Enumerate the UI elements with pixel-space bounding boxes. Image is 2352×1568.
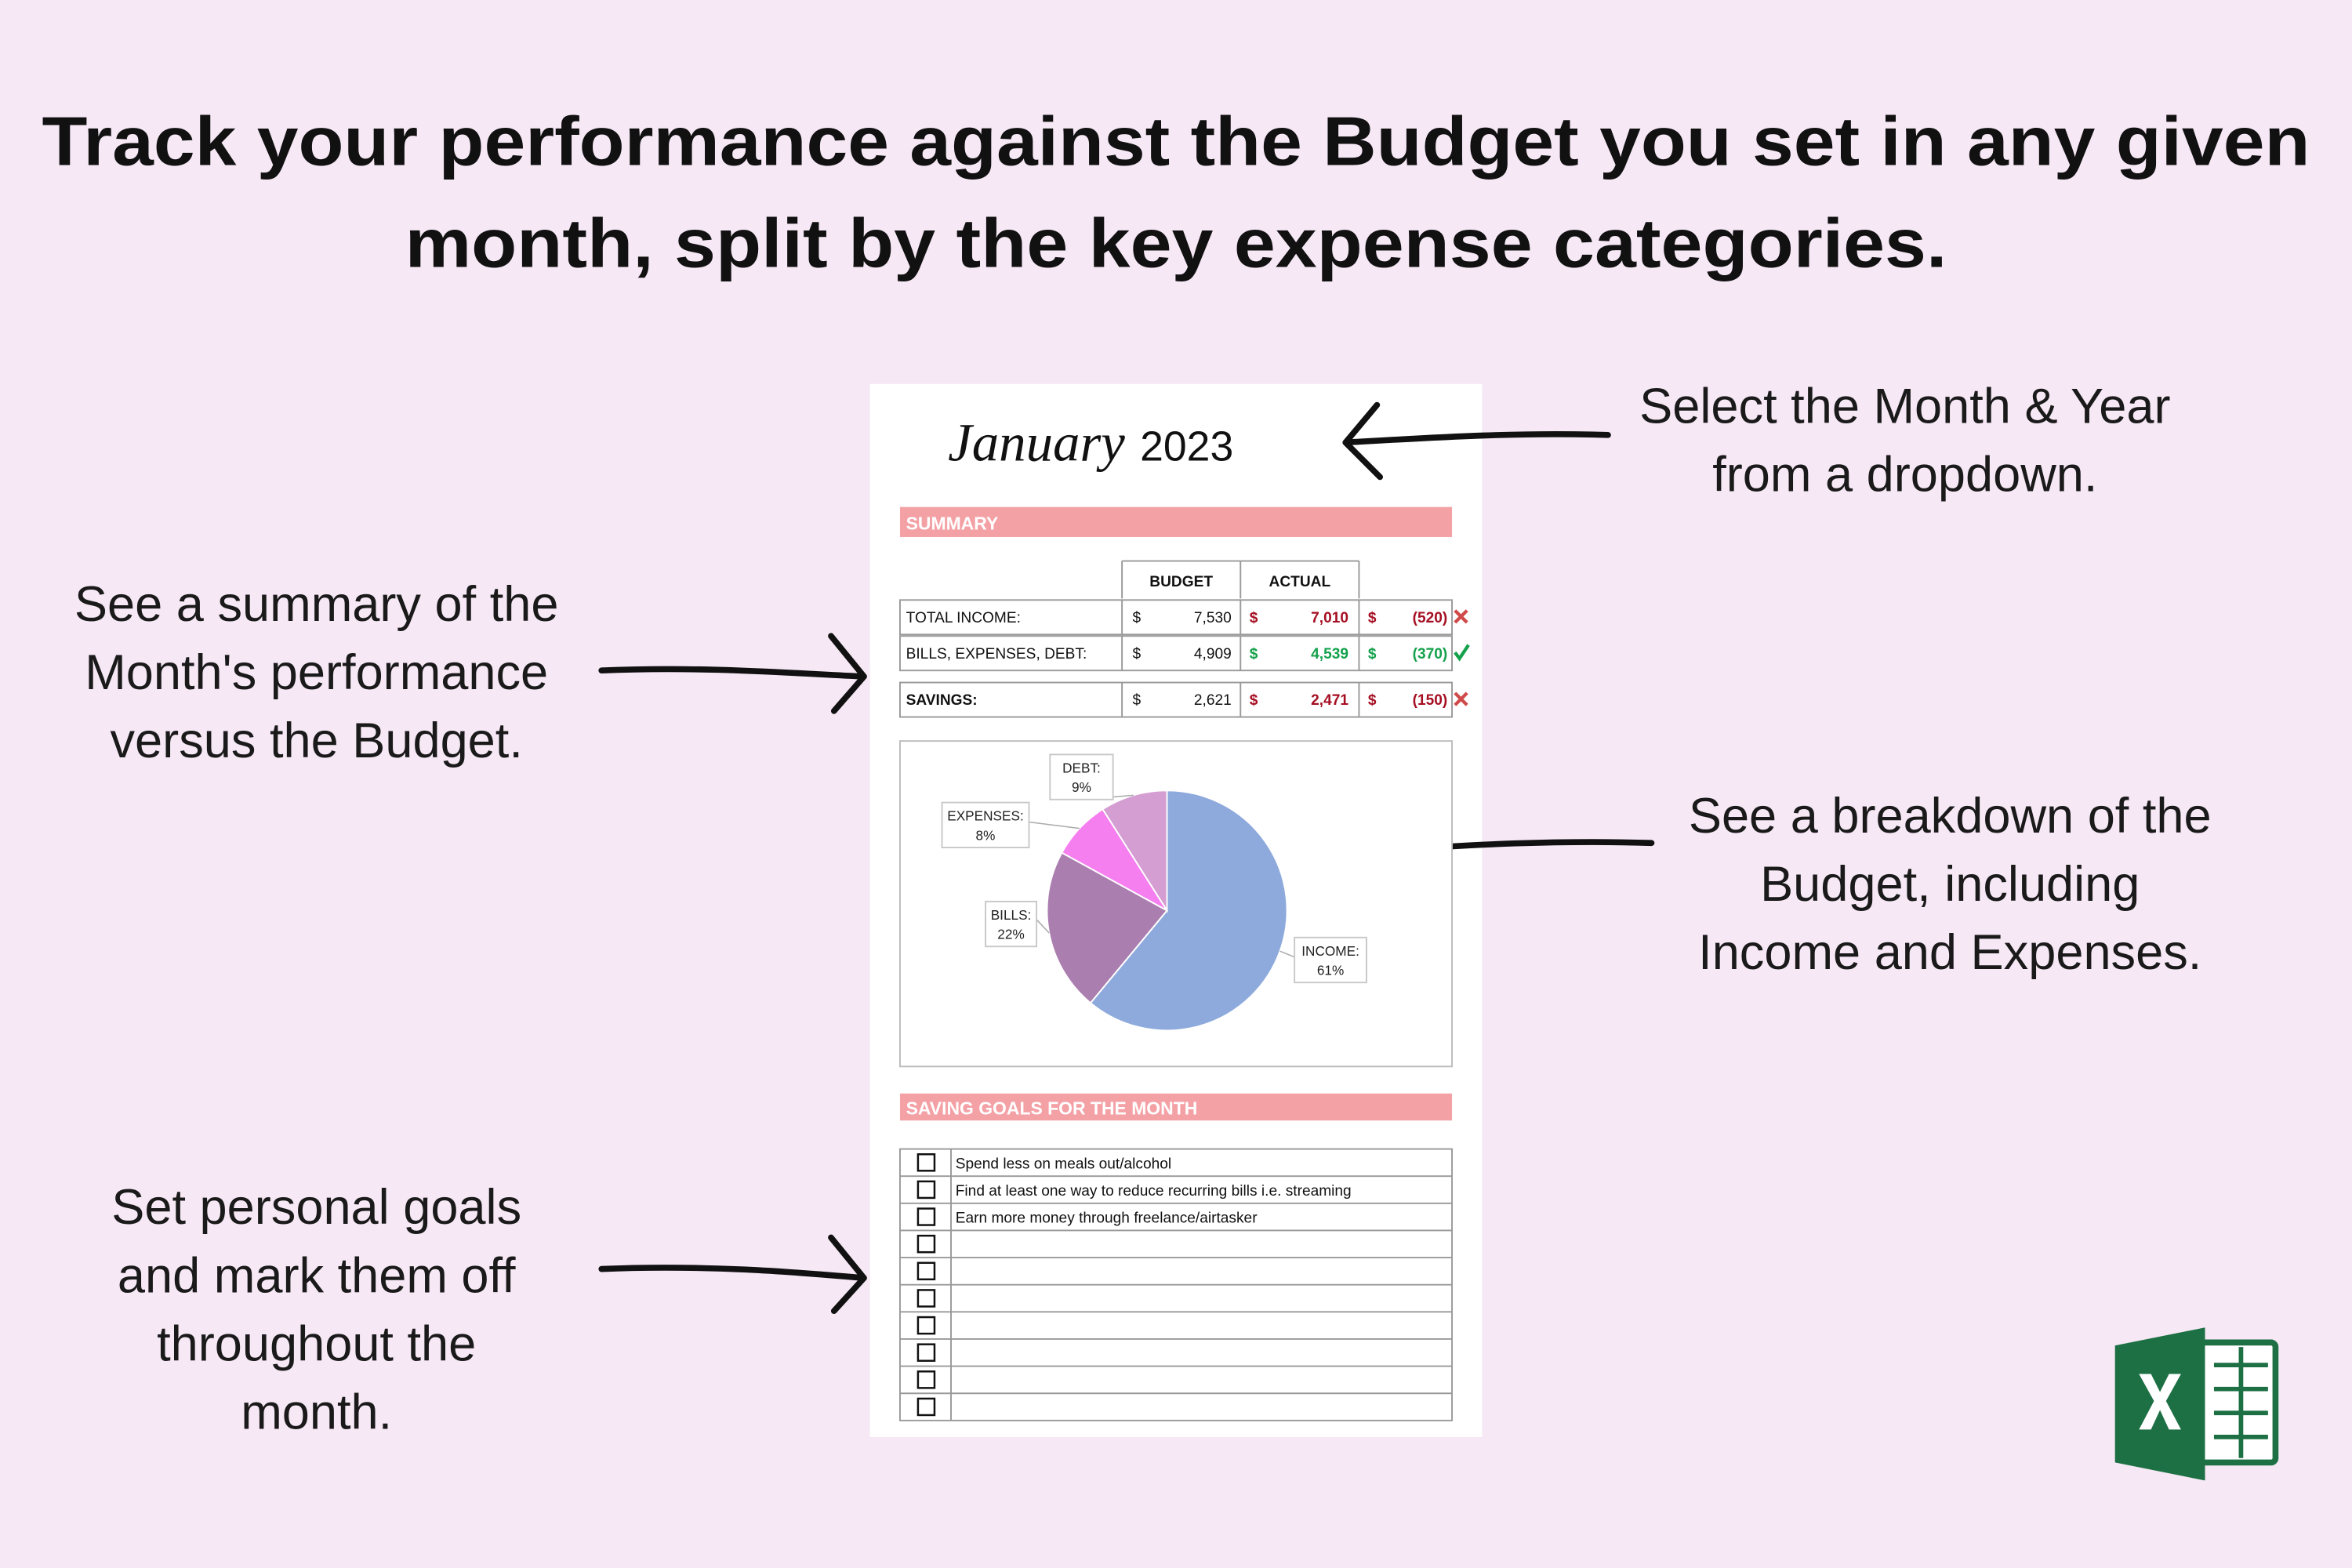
actual-value: 2,471 xyxy=(1311,692,1348,709)
actual-value: 4,539 xyxy=(1311,646,1348,662)
slice-label: INCOME: xyxy=(1301,943,1359,959)
variance-value: (520) xyxy=(1413,610,1448,626)
row-label: BILLS, EXPENSES, DEBT: xyxy=(906,646,1087,662)
checkbox[interactable] xyxy=(916,1316,936,1335)
goals-bar xyxy=(899,1093,1453,1121)
checkbox[interactable] xyxy=(916,1370,936,1389)
budget-value: 7,530 xyxy=(1194,610,1232,626)
check-icon xyxy=(1454,644,1470,662)
callout-line: Month's performance xyxy=(85,645,548,700)
checkbox[interactable] xyxy=(916,1153,936,1172)
variance-value: (150) xyxy=(1413,692,1448,709)
callout-line: See a breakdown of the xyxy=(1689,789,2212,844)
callout-line: Set personal goals xyxy=(111,1180,521,1235)
month: January xyxy=(948,412,1125,472)
row-label: TOTAL INCOME: xyxy=(906,610,1021,626)
callout-line: Budget, including xyxy=(1760,857,2140,912)
checkbox[interactable] xyxy=(916,1289,936,1308)
label-box xyxy=(1049,753,1114,800)
title-line: Track your performance against the Budge… xyxy=(42,102,2310,180)
icon-grid xyxy=(2213,1347,2268,1458)
column-header: BUDGET xyxy=(1149,574,1213,590)
title-line: month, split by the key expense categori… xyxy=(405,205,1947,282)
column-header: ACTUAL xyxy=(1269,574,1331,590)
leader-line xyxy=(1029,821,1080,829)
label-box xyxy=(941,801,1030,848)
currency: $ xyxy=(1368,610,1377,626)
table-row xyxy=(899,681,1453,718)
slice-value-label: 22% xyxy=(997,927,1024,942)
table-row xyxy=(899,635,1453,672)
slice-value-label: 61% xyxy=(1317,963,1344,978)
goal-text: Spend less on meals out/alcohol xyxy=(956,1156,1171,1172)
summary-heading: SUMMARY xyxy=(906,513,999,533)
callout-line: month. xyxy=(241,1385,392,1439)
pie-slice xyxy=(1089,789,1288,1032)
currency: $ xyxy=(1250,610,1258,626)
generated: Track your performance against the Budge… xyxy=(42,102,2310,1439)
table-row xyxy=(899,599,1453,636)
cross-icon xyxy=(1454,691,1468,706)
currency: $ xyxy=(1368,646,1377,662)
callout-line: throughout the xyxy=(157,1316,476,1371)
currency: $ xyxy=(1250,692,1258,709)
row-label: SAVINGS: xyxy=(906,692,978,709)
checkbox[interactable] xyxy=(916,1343,936,1362)
slice-label: DEBT: xyxy=(1062,760,1101,775)
callout-line: and mark them off xyxy=(118,1248,516,1303)
slice-label: EXPENSES: xyxy=(947,808,1024,824)
checkbox[interactable] xyxy=(916,1234,936,1254)
label-box xyxy=(1294,936,1367,984)
checkbox[interactable] xyxy=(916,1207,936,1226)
arrow xyxy=(1342,401,1611,481)
callout-line: Income and Expenses. xyxy=(1698,925,2201,980)
slice-label: BILLS: xyxy=(991,907,1032,923)
goal-text: Find at least one way to reduce recurrin… xyxy=(956,1183,1352,1200)
callout-line: from a dropdown. xyxy=(1712,448,2097,503)
slice-value-label: 8% xyxy=(976,827,996,843)
checkbox[interactable] xyxy=(916,1180,936,1200)
cross-icon xyxy=(1454,609,1468,624)
callout-line: See a summary of the xyxy=(74,577,559,632)
callout-line: Select the Month & Year xyxy=(1639,379,2170,434)
leader-line xyxy=(1279,950,1295,958)
budget-value: 2,621 xyxy=(1194,692,1232,709)
goals-heading: SAVING GOALS FOR THE MONTH xyxy=(906,1098,1198,1119)
checkbox[interactable] xyxy=(916,1261,936,1281)
arrow xyxy=(598,1234,867,1315)
goal-text: Earn more money through freelance/airtas… xyxy=(956,1210,1258,1227)
currency: $ xyxy=(1133,692,1142,709)
leader-line xyxy=(1036,919,1050,934)
excel-icon xyxy=(2114,1327,2279,1481)
arrow xyxy=(598,633,867,714)
currency: $ xyxy=(1133,646,1142,662)
variance-value: (370) xyxy=(1413,646,1448,662)
checkbox[interactable] xyxy=(916,1397,936,1417)
year: 2023 xyxy=(1140,423,1233,470)
icon-x xyxy=(2139,1374,2181,1430)
pie-slice xyxy=(1046,851,1168,1004)
callout-line: versus the Budget. xyxy=(111,713,523,768)
actual-value: 7,010 xyxy=(1311,610,1348,626)
label-box xyxy=(985,900,1038,948)
budget-value: 4,909 xyxy=(1194,646,1232,662)
slice-value-label: 9% xyxy=(1072,779,1091,795)
summary-bar xyxy=(899,506,1453,537)
currency: $ xyxy=(1250,646,1258,662)
currency: $ xyxy=(1133,610,1142,626)
pie-slice xyxy=(1102,789,1168,913)
currency: $ xyxy=(1368,692,1377,709)
